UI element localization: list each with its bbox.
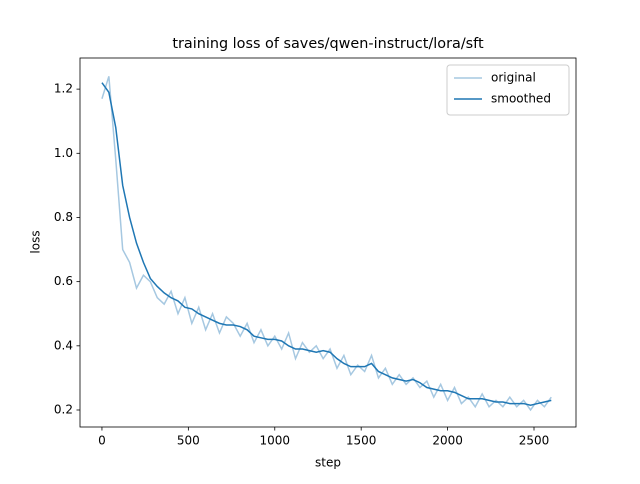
x-tick-label: 0: [98, 434, 106, 448]
y-tick-label: 0.8: [54, 210, 73, 224]
legend-label: smoothed: [491, 92, 551, 106]
y-tick-label: 1.2: [54, 82, 73, 96]
y-tick-label: 1.0: [54, 146, 73, 160]
line-series: [101, 82, 552, 406]
x-tick-label: 2000: [432, 434, 463, 448]
x-tick-label: 500: [177, 434, 200, 448]
legend-label: original: [491, 71, 536, 85]
x-tick-label: 1500: [346, 434, 377, 448]
x-tick-label: 2500: [519, 434, 550, 448]
chart-title: training loss of saves/qwen-instruct/lor…: [172, 36, 484, 52]
y-tick-label: 0.6: [54, 274, 73, 288]
y-tick-label: 0.2: [54, 402, 73, 416]
x-axis-label: step: [315, 456, 341, 470]
y-tick-label: 0.4: [54, 338, 73, 352]
plot-frame: [79, 57, 577, 428]
y-axis-label: loss: [29, 230, 43, 253]
line-series: [101, 76, 552, 412]
x-tick-label: 1000: [259, 434, 290, 448]
